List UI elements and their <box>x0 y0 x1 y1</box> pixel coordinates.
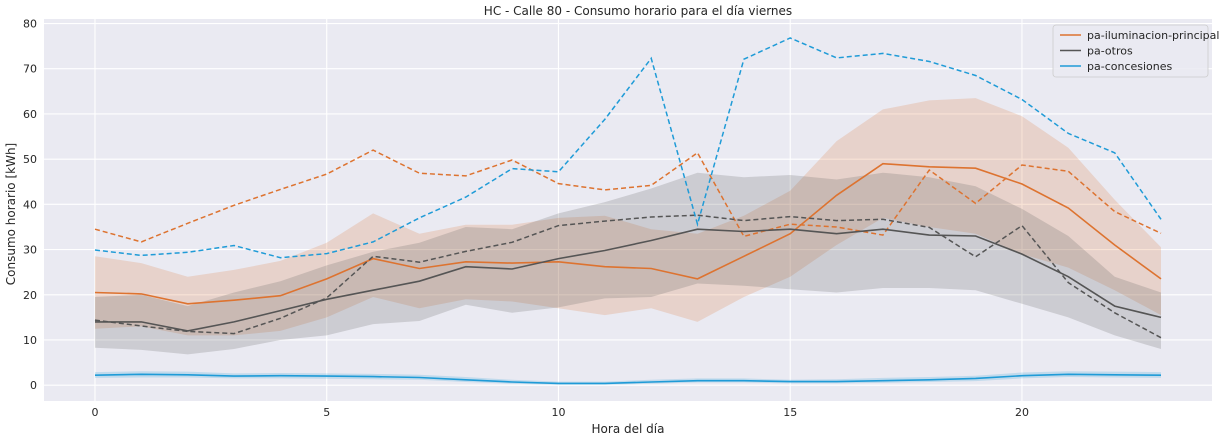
dashed-line-series-2 <box>94 37 1162 259</box>
chart-title: HC - Calle 80 - Consumo horario para el … <box>484 4 792 18</box>
x-tick-label: 15 <box>783 406 797 419</box>
mean-line-series-1 <box>95 228 1162 332</box>
dashed-line-series-0 <box>94 149 1162 243</box>
x-tick-label: 0 <box>91 406 98 419</box>
mean-line-series-2 <box>94 373 1162 385</box>
legend-label-1: pa-otros <box>1087 45 1133 58</box>
x-tick-labels: 0 5 10 15 20 <box>91 406 1028 419</box>
x-tick-label: 20 <box>1015 406 1029 419</box>
y-tick-label: 50 <box>23 153 37 166</box>
y-tick-label: 60 <box>23 108 37 121</box>
y-tick-label: 0 <box>30 379 37 392</box>
x-tick-label: 5 <box>323 406 330 419</box>
y-tick-label: 40 <box>23 198 37 211</box>
band-series-0 <box>95 98 1161 336</box>
band-series-2 <box>95 371 1161 385</box>
dashed-line-series-1 <box>94 214 1162 339</box>
y-tick-label: 70 <box>23 63 37 76</box>
y-tick-label: 80 <box>23 18 37 31</box>
mean-line-series-0 <box>94 162 1162 305</box>
x-tick-label: 10 <box>551 406 565 419</box>
legend-label-2: pa-concesiones <box>1087 60 1173 73</box>
y-tick-labels: 0 10 20 30 40 50 60 70 80 <box>23 18 37 393</box>
legend: pa-iluminacion-principal pa-otros pa-conce… <box>1052 24 1219 78</box>
plot-background <box>44 19 1212 401</box>
y-tick-label: 20 <box>23 289 37 302</box>
y-axis-label: Consumo horario [kWh] <box>4 143 18 285</box>
y-tick-label: 30 <box>23 244 37 257</box>
legend-label-0: pa-iluminacion-principal <box>1087 29 1219 42</box>
y-tick-label: 10 <box>23 334 37 347</box>
x-axis-label: Hora del día <box>592 422 665 436</box>
grid <box>44 19 1212 401</box>
series-lines <box>94 37 1162 385</box>
legend-box <box>1052 24 1209 78</box>
